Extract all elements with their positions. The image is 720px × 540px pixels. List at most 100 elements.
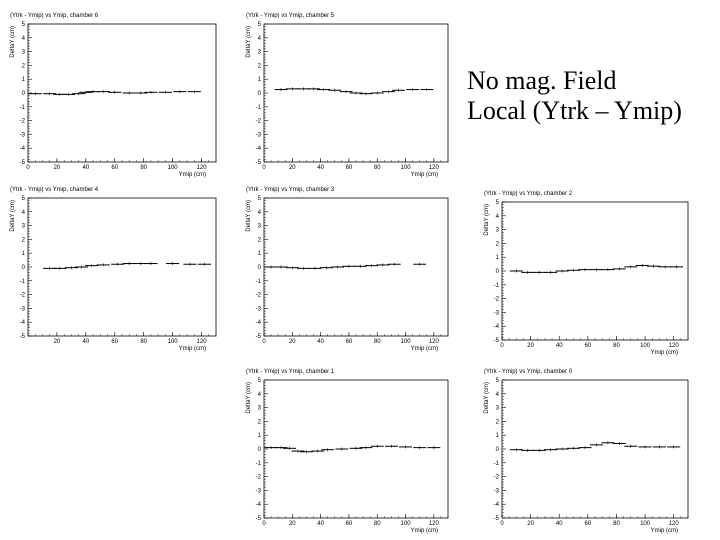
x-axis-title: Ymip (cm) bbox=[179, 346, 206, 352]
x-tick-label: 0 bbox=[262, 521, 266, 527]
chart-svg: (Ytrk - Ymip) vs Ymip, chamber 5 -5 -4 -3 -2… bbox=[246, 13, 449, 178]
plot-frame bbox=[501, 379, 689, 519]
y-tick-label: -5 bbox=[494, 516, 500, 522]
chart-title: (Ytrk - Ymip) vs Ymip, chamber 3 bbox=[246, 187, 335, 193]
x-tick-label: 100 bbox=[640, 521, 651, 527]
y-tick-label: -1 bbox=[20, 279, 26, 285]
chart-title: (Ytrk - Ymip) vs Ymip, chamber 6 bbox=[10, 13, 99, 19]
y-tick-label: -3 bbox=[256, 488, 262, 494]
y-axis-title: DeltaY (cm) bbox=[10, 26, 16, 58]
y-tick-label: 3 bbox=[258, 50, 262, 56]
chart-svg: (Ytrk - Ymip) vs Ymip, chamber 6 -5 -4 -3 -2… bbox=[10, 13, 217, 178]
y-tick-label: -2 bbox=[20, 119, 26, 125]
chart-svg: (Ytrk - Ymip) vs Ymip, chamber 2 -5 -4 -3 -2… bbox=[484, 191, 689, 356]
plot-panel-chamber-6: (Ytrk - Ymip) vs Ymip, chamber 6 -5 -4 -3 -2… bbox=[0, 8, 218, 180]
x-axis-title: Ymip (cm) bbox=[411, 528, 438, 534]
chart-title: (Ytrk - Ymip) vs Ymip, chamber 4 bbox=[10, 187, 99, 193]
y-tick-label: 4 bbox=[258, 36, 262, 42]
x-tick-label: 20 bbox=[54, 339, 61, 345]
y-axis-title: DeltaY (cm) bbox=[246, 200, 252, 232]
y-tick-label: -5 bbox=[256, 334, 262, 340]
y-tick-label: -5 bbox=[256, 516, 262, 522]
x-tick-label: 20 bbox=[289, 521, 296, 527]
y-tick-label: 2 bbox=[22, 63, 26, 69]
y-tick-label: 1 bbox=[22, 77, 26, 83]
y-tick-label: 5 bbox=[496, 378, 500, 384]
y-tick-label: 5 bbox=[22, 22, 26, 28]
x-tick-label: 0 bbox=[262, 339, 266, 345]
y-tick-label: 1 bbox=[258, 251, 262, 257]
x-tick-label: 60 bbox=[346, 339, 353, 345]
plot-frame bbox=[27, 23, 217, 163]
y-tick-label: -5 bbox=[494, 338, 500, 344]
x-tick-label: 100 bbox=[168, 165, 179, 171]
slide-caption: No mag. Field Local (Ytrk – Ymip) bbox=[467, 66, 682, 126]
y-tick-label: 4 bbox=[258, 210, 262, 216]
x-tick-label: 120 bbox=[197, 339, 208, 345]
x-tick-label: 80 bbox=[140, 165, 147, 171]
y-tick-label: 3 bbox=[496, 406, 500, 412]
plot-panel-chamber-0: (Ytrk - Ymip) vs Ymip, chamber 0 -5 -4 -3 -2… bbox=[474, 364, 690, 536]
x-tick-label: 100 bbox=[401, 165, 412, 171]
x-tick-label: 100 bbox=[168, 339, 179, 345]
y-tick-label: 2 bbox=[496, 241, 500, 247]
y-tick-label: 3 bbox=[258, 406, 262, 412]
x-tick-label: 60 bbox=[585, 343, 592, 349]
y-tick-label: -4 bbox=[20, 320, 26, 326]
y-tick-label: -3 bbox=[20, 306, 26, 312]
x-tick-label: 40 bbox=[556, 343, 563, 349]
caption-line-1: No mag. Field bbox=[467, 66, 617, 95]
x-tick-label: 40 bbox=[317, 521, 324, 527]
y-tick-label: -2 bbox=[494, 297, 500, 303]
x-tick-label: 20 bbox=[289, 339, 296, 345]
y-tick-label: -4 bbox=[256, 502, 262, 508]
y-tick-label: -3 bbox=[494, 310, 500, 316]
y-tick-label: 1 bbox=[496, 255, 500, 261]
y-tick-label: 4 bbox=[496, 392, 500, 398]
x-axis-title: Ymip (cm) bbox=[651, 528, 678, 534]
y-tick-label: -1 bbox=[256, 105, 262, 111]
x-tick-label: 40 bbox=[556, 521, 563, 527]
x-axis-title: Ymip (cm) bbox=[411, 172, 438, 178]
x-axis-title: Ymip (cm) bbox=[411, 346, 438, 352]
x-tick-label: 120 bbox=[429, 339, 440, 345]
x-tick-label: 100 bbox=[640, 343, 651, 349]
y-tick-label: -1 bbox=[256, 279, 262, 285]
y-tick-label: -1 bbox=[494, 283, 500, 289]
plot-panel-chamber-2: (Ytrk - Ymip) vs Ymip, chamber 2 -5 -4 -3 -2… bbox=[474, 186, 690, 358]
chart-svg: (Ytrk - Ymip) vs Ymip, chamber 1 -5 -4 -3 -2… bbox=[246, 369, 449, 534]
chart-title: (Ytrk - Ymip) vs Ymip, chamber 2 bbox=[484, 191, 573, 197]
y-tick-label: -4 bbox=[256, 320, 262, 326]
x-tick-label: 120 bbox=[669, 343, 680, 349]
y-tick-label: -3 bbox=[256, 132, 262, 138]
y-tick-label: 2 bbox=[496, 419, 500, 425]
y-tick-label: 1 bbox=[258, 77, 262, 83]
y-axis-title: DeltaY (cm) bbox=[246, 26, 252, 58]
chart-svg: (Ytrk - Ymip) vs Ymip, chamber 4 -5 -4 -3 -2… bbox=[10, 187, 217, 352]
plot-frame bbox=[501, 201, 689, 341]
y-tick-label: 0 bbox=[496, 269, 500, 275]
y-tick-label: 5 bbox=[496, 200, 500, 206]
x-axis-title: Ymip (cm) bbox=[179, 172, 206, 178]
y-tick-label: 0 bbox=[258, 447, 262, 453]
x-tick-label: 0 bbox=[500, 343, 504, 349]
x-tick-label: 20 bbox=[527, 343, 534, 349]
y-tick-label: -3 bbox=[20, 132, 26, 138]
x-tick-label: 0 bbox=[262, 165, 266, 171]
y-tick-label: -4 bbox=[256, 146, 262, 152]
y-tick-label: 3 bbox=[22, 224, 26, 230]
y-tick-label: -2 bbox=[256, 293, 262, 299]
x-tick-label: 0 bbox=[26, 165, 30, 171]
plot-frame bbox=[27, 197, 217, 337]
y-tick-label: -1 bbox=[494, 461, 500, 467]
x-tick-label: 60 bbox=[111, 165, 118, 171]
y-tick-label: 3 bbox=[22, 50, 26, 56]
y-tick-label: 5 bbox=[22, 196, 26, 202]
y-tick-label: 1 bbox=[258, 433, 262, 439]
x-tick-label: 20 bbox=[289, 165, 296, 171]
x-tick-label: 20 bbox=[54, 165, 61, 171]
y-tick-label: -1 bbox=[256, 461, 262, 467]
x-tick-label: 80 bbox=[374, 165, 381, 171]
y-axis-title: DeltaY (cm) bbox=[10, 200, 16, 232]
y-axis-title: DeltaY (cm) bbox=[246, 382, 252, 414]
